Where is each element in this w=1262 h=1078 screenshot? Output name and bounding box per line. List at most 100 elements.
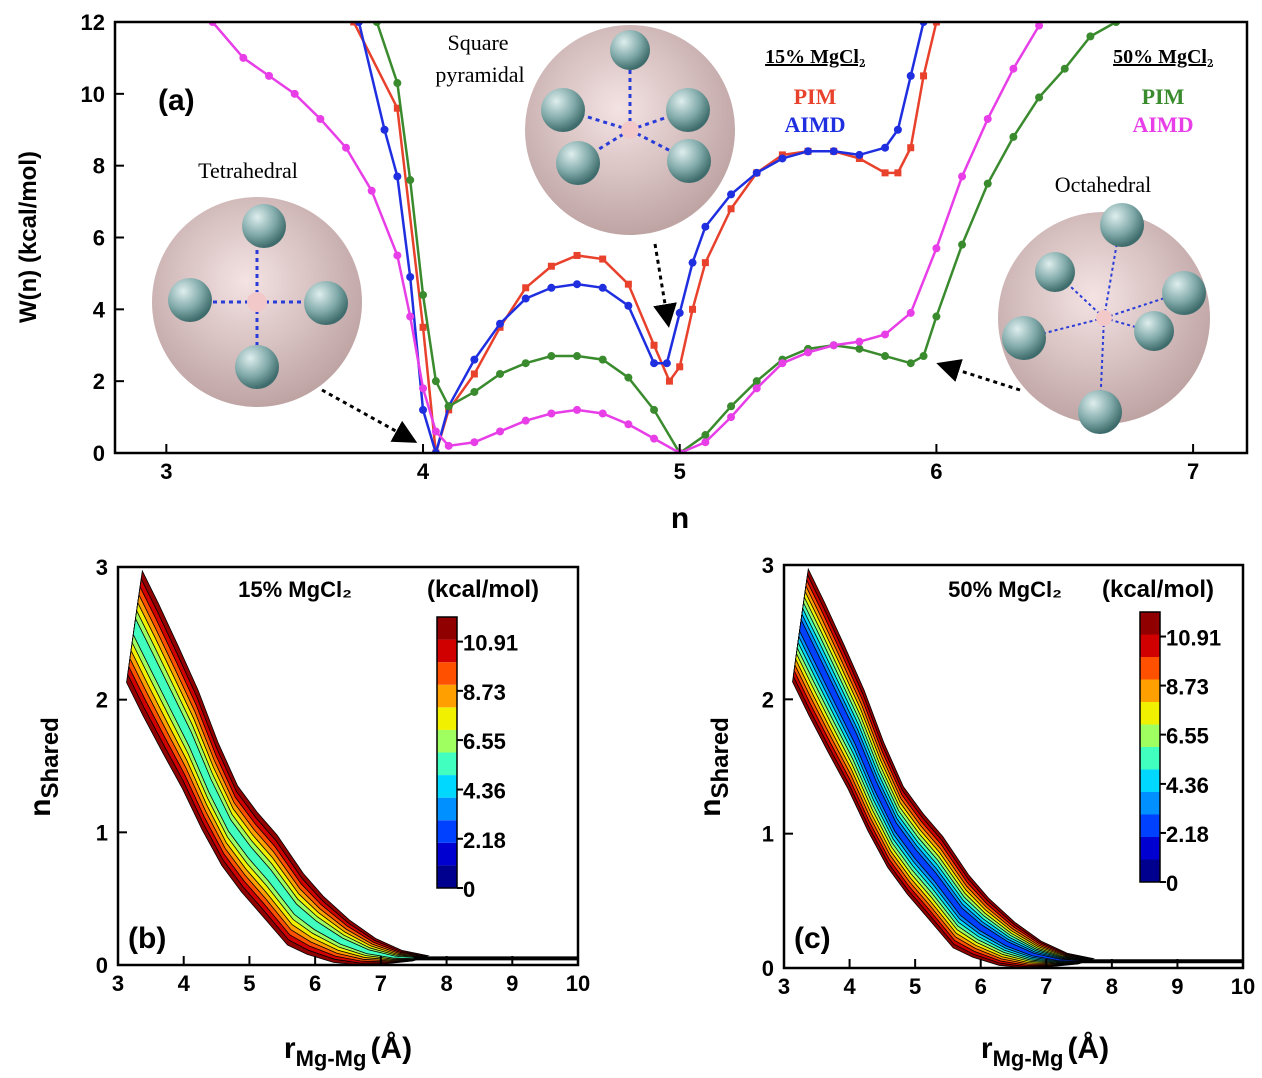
y-label-sub: Shared [37, 717, 64, 798]
octahedral-illustration [936, 203, 1210, 434]
colorbar-tick-label: 4.36 [463, 779, 506, 804]
x-tick-label: 10 [566, 971, 590, 996]
marker [624, 373, 633, 382]
y-label-main: n [694, 799, 727, 817]
marker [496, 319, 505, 328]
marker [367, 186, 376, 195]
marker [496, 427, 505, 436]
marker [598, 283, 607, 292]
marker [573, 405, 582, 414]
colorbar-segment [1140, 634, 1160, 657]
marker [265, 71, 274, 80]
colorbar-segment [1140, 612, 1160, 635]
x-axis-label: rMg-Mg (Å) [284, 1032, 412, 1071]
marker [894, 169, 902, 177]
marker [778, 359, 787, 368]
y-tick-label: 2 [93, 369, 105, 394]
marker [676, 363, 684, 371]
marker [521, 416, 530, 425]
marker [701, 222, 710, 231]
y-tick-label: 0 [93, 441, 105, 466]
marker [855, 337, 864, 346]
marker [624, 280, 632, 288]
marker [406, 273, 415, 282]
marker [316, 114, 325, 123]
marker [419, 405, 428, 414]
x-tick-label: 7 [1040, 974, 1052, 999]
panel-label: (a) [158, 84, 195, 117]
colorbar-tick-label: 8.73 [1166, 675, 1209, 700]
marker [701, 438, 710, 447]
colorbar-segment [437, 865, 457, 888]
marker [444, 441, 453, 450]
marker [290, 89, 299, 98]
marker [1086, 32, 1095, 41]
marker [932, 312, 941, 321]
marker [804, 348, 813, 357]
y-tick-label: 2 [96, 688, 108, 713]
marker [547, 409, 556, 418]
y-tick-label: 3 [96, 555, 108, 580]
marker [650, 359, 659, 368]
x-tick-label: 7 [1187, 459, 1199, 484]
marker [431, 427, 440, 436]
marker [419, 384, 428, 393]
marker [393, 79, 402, 88]
marker [419, 290, 428, 299]
marker [598, 409, 607, 418]
y-tick-label: 1 [96, 820, 108, 845]
x-tick-label: 5 [674, 459, 686, 484]
colorbar-tick-label: 2.18 [463, 828, 506, 853]
marker [547, 283, 556, 292]
marker [393, 251, 402, 260]
colorbar-segment [1140, 859, 1160, 882]
marker [650, 341, 658, 349]
x-label-unit: (Å) [370, 1032, 412, 1065]
marker [752, 168, 761, 177]
y-tick-label: 0 [96, 953, 108, 978]
colorbar-segment [437, 842, 457, 866]
marker [665, 377, 673, 385]
marker [778, 154, 787, 163]
x-tick-label: 6 [309, 971, 321, 996]
series-line [352, 22, 938, 453]
y-tick-label: 0 [762, 956, 774, 981]
x-tick-label: 9 [506, 971, 518, 996]
colorbar-tick-label: 4.36 [1166, 773, 1209, 798]
marker [599, 255, 607, 263]
marker [496, 369, 505, 378]
colorbar-segment [437, 797, 457, 821]
colorbar-tick-label: 10.91 [1166, 626, 1221, 651]
x-axis-label: rMg-Mg (Å) [981, 1032, 1109, 1071]
y-tick-label: 2 [762, 687, 774, 712]
colorbar-tick-label: 6.55 [463, 729, 506, 754]
colorbar-segment [437, 752, 457, 776]
marker [431, 377, 440, 386]
marker [675, 308, 684, 317]
colorbar-segment [437, 617, 457, 640]
marker [881, 352, 890, 361]
marker [662, 359, 671, 368]
marker [573, 352, 582, 361]
colorbar-segment [1140, 679, 1160, 702]
marker [470, 438, 479, 447]
y-label-main: n [24, 799, 57, 817]
marker [958, 172, 967, 181]
legend-entry: PIM [1142, 84, 1185, 109]
marker [932, 244, 941, 253]
y-tick-label: 1 [762, 822, 774, 847]
marker [701, 259, 709, 267]
marker [829, 341, 838, 350]
marker [406, 176, 415, 185]
annotation: pyramidal [435, 62, 524, 87]
x-label-main: r [284, 1032, 296, 1065]
colorbar-segment [437, 662, 457, 685]
marker [547, 352, 556, 361]
marker [983, 179, 992, 188]
colorbar-segment [437, 684, 457, 708]
marker [881, 169, 889, 177]
marker [1035, 22, 1044, 30]
marker [1009, 64, 1018, 73]
legend-entry: PIM [794, 84, 837, 109]
